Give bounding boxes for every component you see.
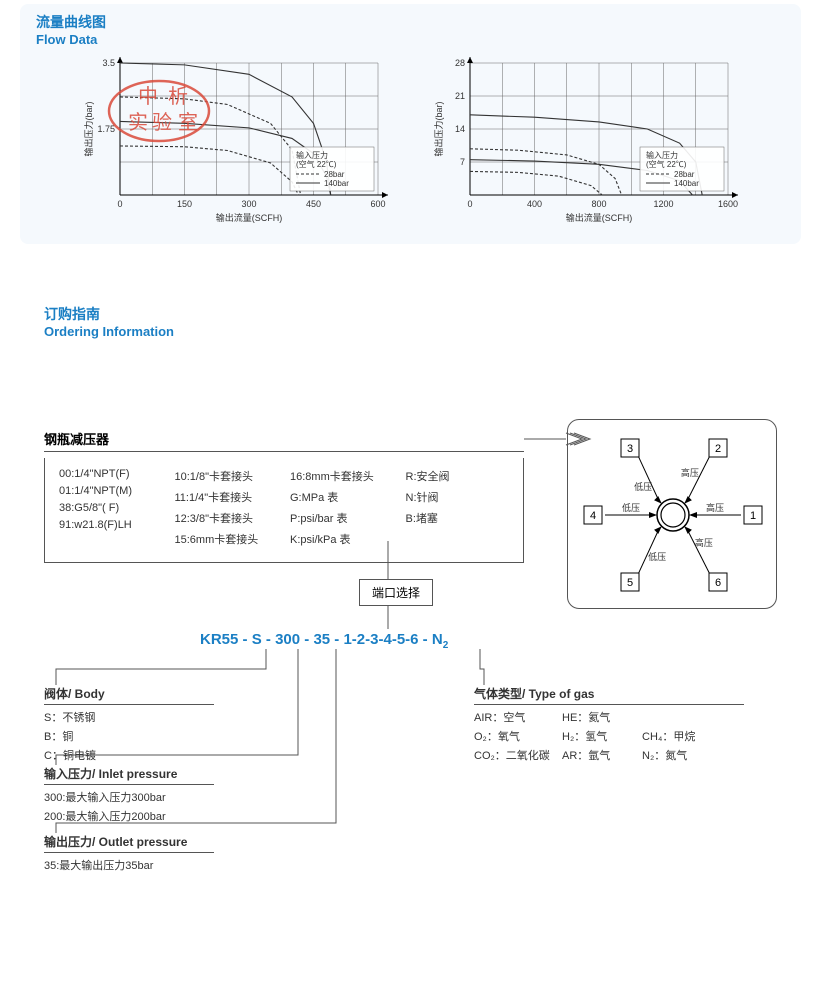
option-row: 16:8mm卡套接头 — [290, 468, 398, 484]
body-row: B：铜 — [44, 728, 214, 744]
svg-text:高压: 高压 — [695, 537, 713, 548]
gas-cell: CO₂：二氧化碳 — [474, 747, 562, 763]
svg-text:800: 800 — [591, 199, 606, 209]
ordering-diagram: 钢瓶减压器 00:1/4"NPT(F) 01:1/4"NPT(M) 38:G5/8"… — [44, 419, 777, 919]
svg-text:1.75: 1.75 — [97, 124, 115, 134]
charts-row: 0 150 300 450 600 1.75 3.5 输出流量(SCFH) 输出压力(bar) 输… — [36, 53, 785, 228]
col2: 10:1/8"卡套接头 11:1/4"卡套接头 12:3/8"卡套接头 15:6mm卡… — [175, 468, 283, 552]
svg-text:28: 28 — [454, 58, 464, 68]
svg-text:低压: 低压 — [622, 502, 640, 513]
option-row: B:堵塞 — [406, 510, 514, 526]
option-row: 11:1/4"卡套接头 — [175, 489, 283, 505]
chart1-wrap: 0 150 300 450 600 1.75 3.5 输出流量(SCFH) 输出压力(bar) 输… — [76, 53, 396, 228]
gas-cell: AR：氩气 — [562, 747, 642, 763]
svg-text:14: 14 — [454, 124, 464, 134]
svg-text:低压: 低压 — [648, 551, 666, 562]
svg-text:21: 21 — [454, 91, 464, 101]
svg-text:600: 600 — [370, 199, 385, 209]
ordering-title-en: Ordering Information — [44, 324, 777, 339]
svg-text:300: 300 — [241, 199, 256, 209]
col3: 16:8mm卡套接头 G:MPa 表 P:psi/bar 表 K:psi/kPa 表 — [290, 468, 398, 552]
svg-text:140bar: 140bar — [324, 179, 349, 188]
flow-title-en: Flow Data — [36, 32, 785, 47]
body-title: 阀体/ Body — [44, 685, 214, 705]
svg-text:3.5: 3.5 — [102, 58, 115, 68]
port-diagram: 1 高压 2 高压 3 低压 4 低压 5 低压 6 高压 — [567, 419, 777, 609]
svg-text:1600: 1600 — [717, 199, 737, 209]
gas-cell: CH₄：甲烷 — [642, 728, 722, 744]
connector-box-title: 钢瓶减压器 — [44, 429, 524, 452]
gas-cell: O₂：氧气 — [474, 728, 562, 744]
svg-text:28bar: 28bar — [324, 170, 345, 179]
inlet-box: 输入压力/ Inlet pressure 300:最大输入压力300bar 200… — [44, 765, 214, 827]
svg-text:150: 150 — [176, 199, 191, 209]
option-row: R:安全阀 — [406, 468, 514, 484]
option-row: 15:6mm卡套接头 — [175, 531, 283, 547]
svg-text:5: 5 — [627, 577, 633, 589]
svg-text:3: 3 — [627, 443, 633, 455]
flow-data-panel: 流量曲线图 Flow Data 0 150 300 450 600 1.75 3.5 输出流量… — [20, 4, 801, 244]
option-row: N:针阀 — [406, 489, 514, 505]
col4: R:安全阀 N:针阀 B:堵塞 — [406, 468, 514, 552]
svg-text:140bar: 140bar — [674, 179, 699, 188]
svg-text:0: 0 — [117, 199, 122, 209]
inlet-row: 300:最大输入压力300bar — [44, 789, 214, 805]
option-row: 91:w21.8(F)LH — [59, 519, 167, 531]
gas-box: 气体类型/ Type of gas AIR：空气HE：氦气O₂：氧气H₂：氢气C… — [474, 685, 744, 763]
option-row: K:psi/kPa 表 — [290, 531, 398, 547]
option-row: 12:3/8"卡套接头 — [175, 510, 283, 526]
svg-text:0: 0 — [467, 199, 472, 209]
gas-cell: N₂：氮气 — [642, 747, 722, 763]
gas-cell: H₂：氢气 — [562, 728, 642, 744]
svg-text:输入压力: 输入压力 — [646, 150, 678, 160]
svg-text:输出压力(bar): 输出压力(bar) — [83, 101, 94, 156]
ordering-title-cn: 订购指南 — [44, 304, 777, 324]
flow-chart-2: 0 400 800 1200 1600 7 14 21 28 输出流量(SCFH) 输出压力(bar… — [426, 53, 746, 223]
svg-text:450: 450 — [305, 199, 320, 209]
option-row: 01:1/4"NPT(M) — [59, 485, 167, 497]
flow-title-cn: 流量曲线图 — [36, 12, 785, 32]
body-row: C：铜电镀 — [44, 747, 214, 763]
option-row: 10:1/8"卡套接头 — [175, 468, 283, 484]
gas-cell — [642, 709, 722, 725]
svg-text:6: 6 — [715, 577, 721, 589]
body-row: S：不锈钢 — [44, 709, 214, 725]
svg-text:1200: 1200 — [653, 199, 673, 209]
svg-text:28bar: 28bar — [674, 170, 695, 179]
svg-text:1: 1 — [750, 510, 756, 522]
option-row: G:MPa 表 — [290, 489, 398, 505]
connector-options-box: 钢瓶减压器 00:1/4"NPT(F) 01:1/4"NPT(M) 38:G5/8"… — [44, 429, 524, 563]
outlet-box: 输出压力/ Outlet pressure 35:最大输出压力35bar — [44, 833, 214, 876]
gas-cell: HE：氦气 — [562, 709, 642, 725]
svg-text:低压: 低压 — [634, 481, 652, 492]
svg-text:输出流量(SCFH): 输出流量(SCFH) — [215, 212, 282, 223]
svg-text:输出流量(SCFH): 输出流量(SCFH) — [565, 212, 632, 223]
body-box: 阀体/ Body S：不锈钢 B：铜 C：铜电镀 — [44, 685, 214, 766]
gas-title: 气体类型/ Type of gas — [474, 685, 744, 705]
option-row: 38:G5/8"( F) — [59, 502, 167, 514]
svg-text:高压: 高压 — [706, 502, 724, 513]
outlet-row: 35:最大输出压力35bar — [44, 857, 214, 873]
svg-text:(空气 22℃): (空气 22℃) — [646, 159, 687, 169]
svg-text:400: 400 — [526, 199, 541, 209]
svg-text:输出压力(bar): 输出压力(bar) — [433, 101, 444, 156]
inlet-title: 输入压力/ Inlet pressure — [44, 765, 214, 785]
option-row: 00:1/4"NPT(F) — [59, 468, 167, 480]
flow-chart-1: 0 150 300 450 600 1.75 3.5 输出流量(SCFH) 输出压力(bar) 输… — [76, 53, 396, 223]
chart2-wrap: 0 400 800 1200 1600 7 14 21 28 输出流量(SCFH) 输出压力(bar… — [426, 53, 746, 228]
svg-text:2: 2 — [715, 443, 721, 455]
col1: 00:1/4"NPT(F) 01:1/4"NPT(M) 38:G5/8"( F) 91… — [59, 468, 167, 552]
svg-text:7: 7 — [459, 157, 464, 167]
option-row: P:psi/bar 表 — [290, 510, 398, 526]
port-select-label: 端口选择 — [359, 579, 433, 606]
gas-cell: AIR：空气 — [474, 709, 562, 725]
outlet-title: 输出压力/ Outlet pressure — [44, 833, 214, 853]
svg-text:高压: 高压 — [681, 467, 699, 478]
svg-text:(空气 22℃): (空气 22℃) — [296, 159, 337, 169]
inlet-row: 200:最大输入压力200bar — [44, 808, 214, 824]
svg-text:4: 4 — [590, 510, 596, 522]
svg-text:输入压力: 输入压力 — [296, 150, 328, 160]
ordering-section: 订购指南 Ordering Information 钢瓶减压器 00:1/4"N… — [44, 304, 777, 919]
product-code: KR55 - S - 300 - 35 - 1-2-3-4-5-6 - N2 — [200, 631, 448, 651]
